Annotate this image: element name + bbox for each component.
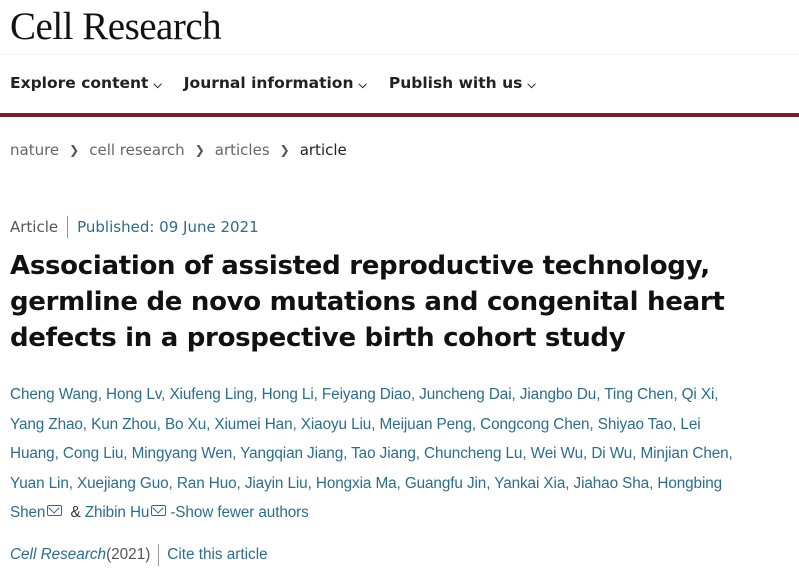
- mail-icon[interactable]: [151, 505, 167, 516]
- mail-icon[interactable]: [47, 505, 63, 516]
- article-title: Association of assisted reproductive tec…: [10, 251, 725, 353]
- article-type: Article: [10, 218, 59, 236]
- author-hu[interactable]: Zhibin Hu: [84, 504, 150, 521]
- citation-line: Cell Research (2021) Cite this article: [10, 544, 268, 566]
- breadcrumb-cell-research[interactable]: cell research: [89, 141, 185, 159]
- chevron-right-icon: ❯: [279, 143, 290, 157]
- chevron-down-icon: ⌵: [358, 78, 367, 91]
- author-shen[interactable]: Shen: [10, 504, 46, 521]
- article-meta: Article Published: 09 June 2021: [10, 216, 259, 238]
- divider: [67, 216, 69, 238]
- main-nav: Explore content ⌵ Journal information ⌵ Pu…: [10, 74, 558, 92]
- author-line[interactable]: Huang, Cong Liu, Mingyang Wen, Yangqian …: [10, 445, 733, 462]
- nav-journal-information[interactable]: Journal information ⌵: [184, 74, 367, 92]
- breadcrumb-nature[interactable]: nature: [10, 141, 60, 159]
- show-fewer-authors[interactable]: -Show fewer authors: [170, 504, 309, 521]
- journal-logo[interactable]: Cell Research: [10, 5, 222, 48]
- chevron-down-icon: ⌵: [527, 78, 536, 91]
- cite-this-article-link[interactable]: Cite this article: [167, 546, 268, 563]
- author-line[interactable]: Yuan Lin, Xuejiang Guo, Ran Huo, Jiayin …: [10, 474, 723, 492]
- breadcrumb-articles[interactable]: articles: [214, 141, 270, 159]
- author-list: Cheng Wang, Hong Lv, Xiufeng Ling, Hong …: [10, 380, 733, 528]
- nav-label: Explore content: [10, 74, 149, 92]
- divider: [158, 544, 160, 566]
- accent-divider: [0, 113, 799, 117]
- ampersand: &: [66, 504, 85, 521]
- published-date: Published: 09 June 2021: [77, 218, 259, 236]
- nav-explore-content[interactable]: Explore content ⌵: [10, 74, 162, 92]
- year: (2021): [106, 546, 151, 563]
- header-nav-bar: [0, 54, 799, 114]
- breadcrumb-article: article: [299, 141, 347, 159]
- chevron-right-icon: ❯: [69, 143, 80, 157]
- author-line[interactable]: Cheng Wang, Hong Lv, Xiufeng Ling, Hong …: [10, 386, 719, 403]
- journal-name[interactable]: Cell Research: [10, 546, 107, 563]
- nav-label: Publish with us: [388, 74, 523, 92]
- chevron-down-icon: ⌵: [153, 78, 162, 91]
- author-line[interactable]: Yang Zhao, Kun Zhou, Bo Xu, Xiumei Han, …: [10, 415, 701, 433]
- chevron-right-icon: ❯: [194, 143, 205, 157]
- breadcrumb: nature ❯ cell research ❯ articles ❯ article: [10, 141, 347, 159]
- nav-publish-with-us[interactable]: Publish with us ⌵: [389, 74, 536, 92]
- nav-label: Journal information: [183, 74, 354, 92]
- author-line: Shen & Zhibin Hu -Show fewer authors: [10, 498, 733, 528]
